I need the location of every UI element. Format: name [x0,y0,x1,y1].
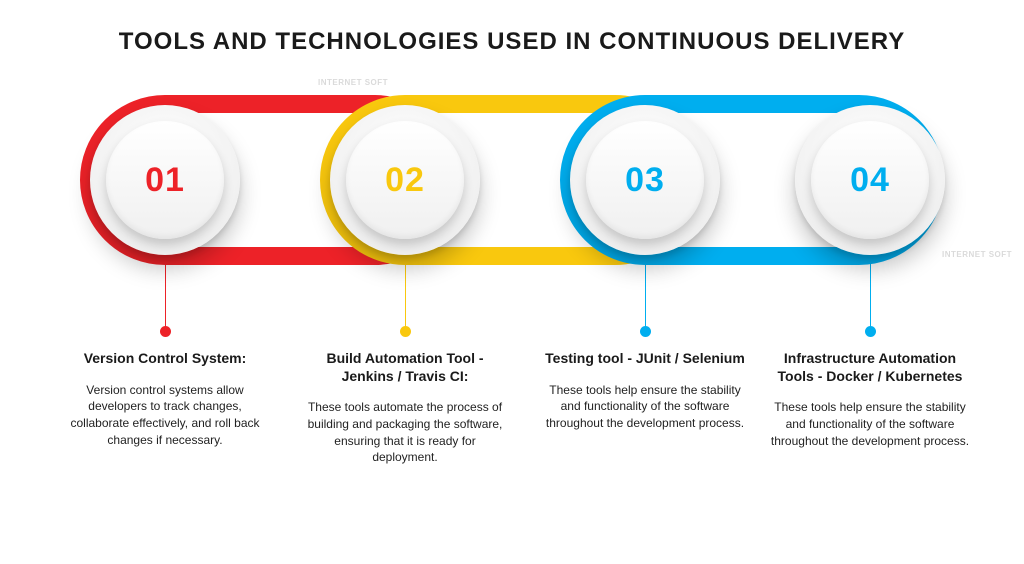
step-body-4: These tools help ensure the stability an… [765,399,975,449]
watermark-top: INTERNET SOFT [318,78,388,87]
step-node-1: 01 [90,105,240,255]
connector-3 [645,260,646,330]
page-title: TOOLS AND TECHNOLOGIES USED IN CONTINUOU… [0,0,1024,56]
step-node-4: 04 [795,105,945,255]
step-heading-4: Infrastructure Automation Tools - Docker… [765,350,975,385]
step-body-3: These tools help ensure the stability an… [540,382,750,432]
connector-4 [870,260,871,330]
watermark-bottom: INTERNET SOFT [942,250,1012,259]
step-heading-2: Build Automation Tool - Jenkins / Travis… [300,350,510,385]
connector-4-dot [865,326,876,337]
step-node-3-inner: 03 [586,121,704,239]
connector-1-dot [160,326,171,337]
step-node-4-inner: 04 [811,121,929,239]
connector-2 [405,260,406,330]
connector-3-dot [640,326,651,337]
connector-2-stem [405,260,406,330]
step-number-1: 01 [145,161,185,200]
step-heading-1: Version Control System: [60,350,270,368]
connector-4-stem [870,260,871,330]
step-node-2-inner: 02 [346,121,464,239]
connector-3-stem [645,260,646,330]
step-text-4: Infrastructure Automation Tools - Docker… [765,350,975,449]
step-text-3: Testing tool - JUnit / Selenium These to… [540,350,750,432]
connector-2-dot [400,326,411,337]
step-body-2: These tools automate the process of buil… [300,399,510,466]
step-number-4: 04 [850,161,890,200]
step-text-2: Build Automation Tool - Jenkins / Travis… [300,350,510,466]
step-node-3: 03 [570,105,720,255]
step-heading-3: Testing tool - JUnit / Selenium [540,350,750,368]
step-body-1: Version control systems allow developers… [60,382,270,449]
chain-diagram: 01 02 03 04 [80,95,944,265]
connector-1 [165,260,166,330]
step-node-1-inner: 01 [106,121,224,239]
connector-1-stem [165,260,166,330]
step-number-3: 03 [625,161,665,200]
step-text-1: Version Control System: Version control … [60,350,270,449]
step-node-2: 02 [330,105,480,255]
step-number-2: 02 [385,161,425,200]
